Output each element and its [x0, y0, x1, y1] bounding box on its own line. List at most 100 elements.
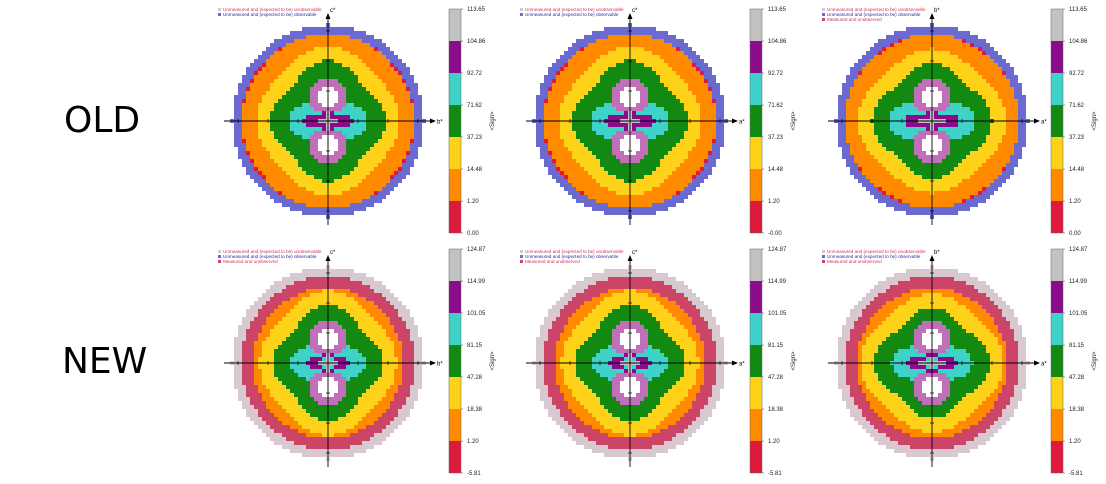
heatmap-cell	[318, 155, 322, 159]
heatmap-cell	[318, 39, 322, 43]
heatmap-cell	[258, 83, 262, 87]
heatmap-cell	[298, 203, 302, 207]
heatmap-cell	[290, 163, 294, 167]
heatmap-cell	[672, 47, 676, 51]
heatmap-cell	[648, 167, 652, 171]
heatmap-cell	[346, 55, 350, 59]
heatmap-cell	[906, 67, 910, 71]
heatmap-cell	[922, 55, 926, 59]
heatmap-cell	[680, 143, 684, 147]
heatmap-cell	[1014, 83, 1018, 87]
heatmap-cell	[704, 147, 708, 151]
heatmap-cell	[394, 115, 398, 119]
heatmap-cell	[648, 91, 652, 95]
colorbar-segment	[449, 201, 461, 233]
heatmap-cell	[270, 55, 274, 59]
heatmap-cell	[330, 151, 334, 155]
heatmap-cell	[870, 51, 874, 55]
heatmap-cell	[688, 171, 692, 175]
heatmap-cell	[238, 103, 242, 107]
heatmap-cell	[564, 107, 568, 111]
heatmap-cell	[854, 63, 858, 67]
heatmap-cell	[386, 99, 390, 103]
heatmap-cell	[608, 187, 612, 191]
heatmap-cell	[846, 99, 850, 103]
heatmap-cell	[290, 139, 294, 143]
heatmap-cell	[378, 171, 382, 175]
heatmap-cell	[238, 111, 242, 115]
heatmap-cell	[270, 47, 274, 51]
heatmap-cell	[286, 203, 290, 207]
heatmap-cell	[572, 43, 576, 47]
heatmap-cell	[402, 91, 406, 95]
heatmap-cell	[390, 151, 394, 155]
heatmap-cell	[874, 107, 878, 111]
heatmap-cell	[552, 71, 556, 75]
heatmap-cell	[334, 151, 338, 155]
heatmap-cell	[338, 31, 342, 35]
heatmap-cell	[298, 35, 302, 39]
heatmap-cell	[994, 103, 998, 107]
heatmap-cell	[676, 111, 680, 115]
heatmap-cell	[636, 99, 640, 103]
heatmap-cell	[290, 39, 294, 43]
heatmap-cell	[942, 87, 946, 91]
heatmap-cell	[338, 211, 342, 215]
heatmap-cell	[266, 95, 270, 99]
heatmap-cell	[652, 87, 656, 91]
heatmap-cell	[668, 195, 672, 199]
heatmap-cell	[310, 59, 314, 63]
heatmap-cell	[410, 151, 414, 155]
heatmap-cell	[858, 111, 862, 115]
heatmap-cell	[290, 187, 294, 191]
heatmap-cell	[624, 59, 628, 63]
heatmap-cell	[854, 155, 858, 159]
heatmap-cell	[696, 151, 700, 155]
heatmap-cell	[584, 187, 588, 191]
heatmap-cell	[274, 51, 278, 55]
heatmap-cell	[882, 99, 886, 103]
heatmap-cell	[556, 127, 560, 131]
heatmap-cell	[374, 179, 378, 183]
heatmap-cell	[560, 143, 564, 147]
heatmap-cell	[262, 131, 266, 135]
heatmap-cell	[318, 83, 322, 87]
heatmap-cell	[850, 155, 854, 159]
heatmap-cell	[410, 135, 414, 139]
heatmap-cell	[620, 51, 624, 55]
heatmap-cell	[1018, 139, 1022, 143]
heatmap-cell	[588, 83, 592, 87]
heatmap-cell	[846, 87, 850, 91]
heatmap-cell	[942, 59, 946, 63]
colorbar-tick-label: 113.65	[768, 7, 787, 13]
heatmap-cell	[970, 47, 974, 51]
heatmap-cell	[596, 79, 600, 83]
heatmap-cell	[966, 51, 970, 55]
heatmap-cell	[378, 195, 382, 199]
heatmap-cell	[286, 159, 290, 163]
heatmap-cell	[580, 123, 584, 127]
heatmap-cell	[592, 199, 596, 203]
heatmap-cell	[608, 39, 612, 43]
heatmap-cell	[298, 123, 302, 127]
heatmap-cell	[600, 87, 604, 91]
heatmap-cell	[540, 131, 544, 135]
heatmap-cell	[914, 79, 918, 83]
heatmap-cell	[862, 99, 866, 103]
heatmap-cell	[354, 31, 358, 35]
heatmap-cell	[556, 63, 560, 67]
heatmap-cell	[644, 127, 648, 131]
heatmap-cell	[394, 91, 398, 95]
heatmap-cell	[342, 111, 346, 115]
heatmap-cell	[970, 135, 974, 139]
heatmap-cell	[938, 91, 942, 95]
heatmap-cell	[700, 155, 704, 159]
heatmap-cell	[330, 87, 334, 91]
heatmap-cell	[402, 155, 406, 159]
heatmap-cell	[954, 47, 958, 51]
heatmap-cell	[676, 151, 680, 155]
heatmap-cell	[286, 195, 290, 199]
heatmap-cell	[954, 131, 958, 135]
heatmap-cell	[548, 71, 552, 75]
heatmap-cell	[306, 103, 310, 107]
